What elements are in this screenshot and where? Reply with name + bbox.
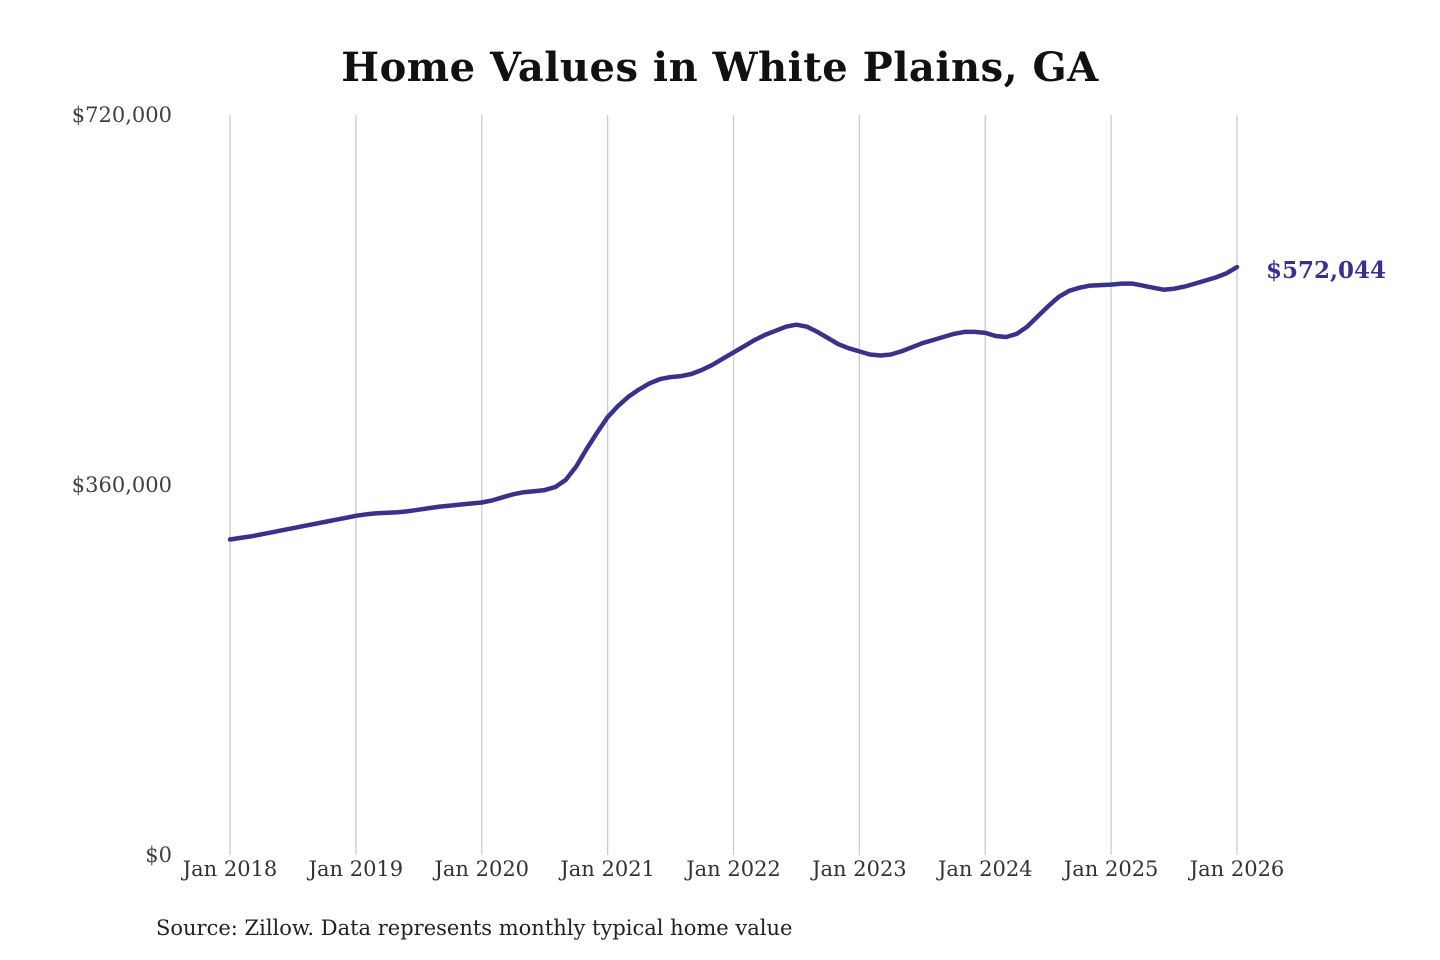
chart-title: Home Values in White Plains, GA bbox=[341, 44, 1099, 91]
y-tick-label-720000: $720,000 bbox=[71, 103, 172, 127]
x-tick-label: Jan 2018 bbox=[182, 857, 278, 881]
x-tick-label: Jan 2025 bbox=[1063, 857, 1159, 881]
y-tick-label-360000: $360,000 bbox=[71, 473, 172, 497]
x-tick-label: Jan 2021 bbox=[560, 857, 655, 881]
source-note: Source: Zillow. Data represents monthly … bbox=[156, 916, 793, 940]
y-tick-label-0: $0 bbox=[145, 843, 172, 867]
x-tick-label: Jan 2026 bbox=[1189, 857, 1285, 881]
x-tick-label: Jan 2023 bbox=[812, 857, 907, 881]
x-tick-label: Jan 2019 bbox=[308, 857, 404, 881]
x-tick-label: Jan 2020 bbox=[434, 857, 530, 881]
x-tick-label: Jan 2022 bbox=[686, 857, 781, 881]
x-tick-label: Jan 2024 bbox=[937, 857, 1033, 881]
series-end-value-label: $572,044 bbox=[1266, 257, 1387, 285]
home-value-line bbox=[227, 264, 1240, 542]
